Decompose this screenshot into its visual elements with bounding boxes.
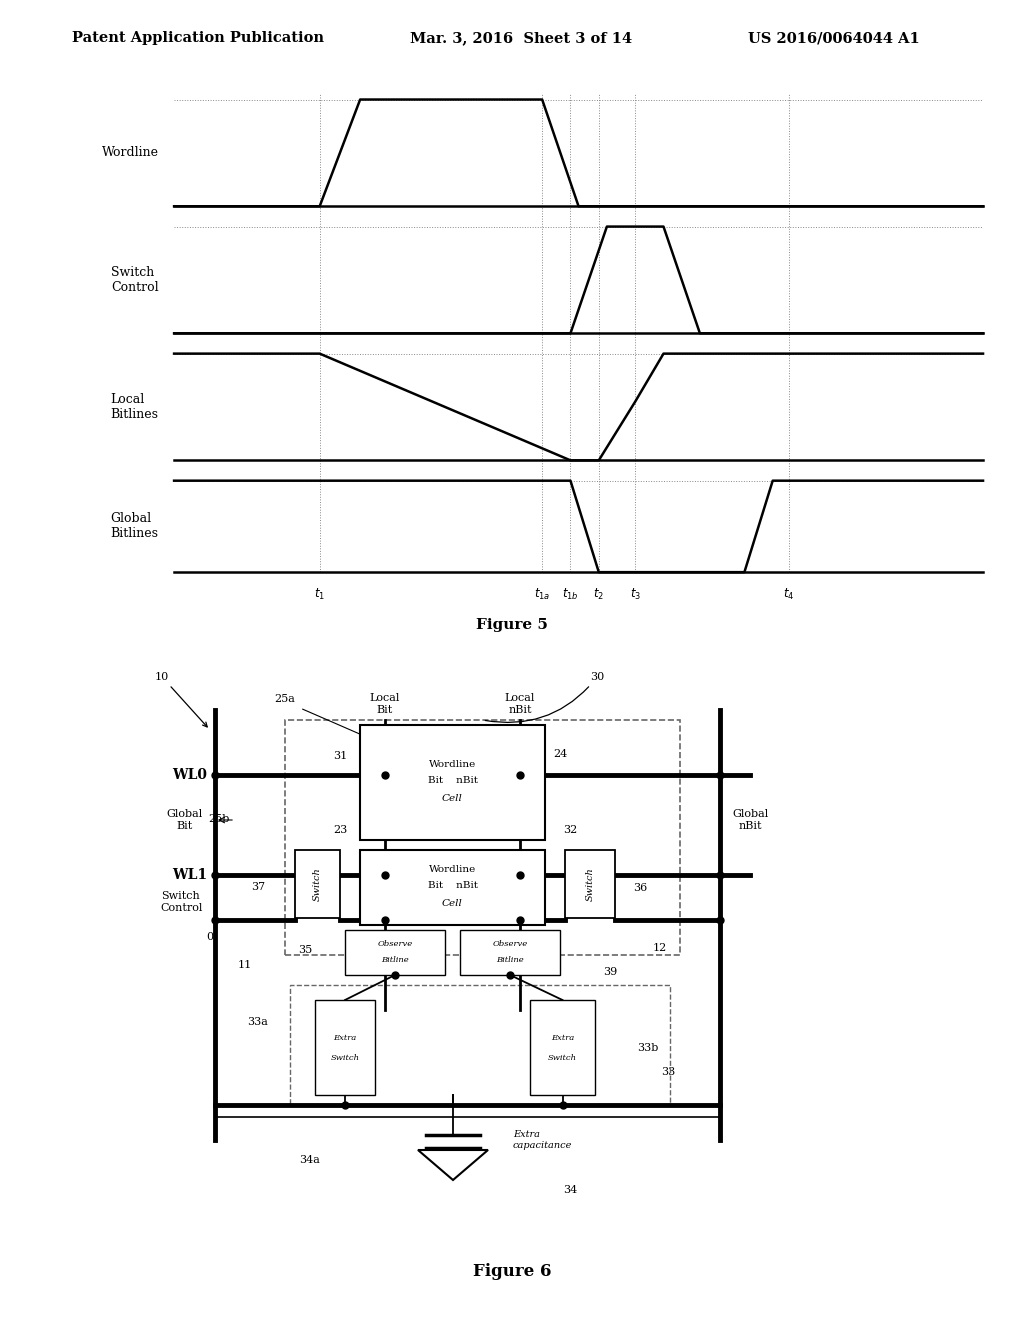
Bar: [460, 931, 560, 975]
Text: Bit    nBit: Bit nBit: [427, 776, 477, 785]
Text: 33a: 33a: [248, 1016, 268, 1027]
Text: Bitline: Bitline: [381, 957, 409, 965]
Text: Bit    nBit: Bit nBit: [427, 880, 477, 890]
Text: Cell: Cell: [442, 899, 463, 908]
Text: Extra: Extra: [551, 1034, 574, 1041]
Text: Global
Bit: Global Bit: [167, 809, 203, 830]
Text: Switch: Switch: [586, 867, 595, 900]
Text: Switch: Switch: [548, 1053, 577, 1061]
Text: 36: 36: [633, 883, 647, 894]
Text: 35: 35: [298, 945, 312, 954]
Text: Extra
capacitance: Extra capacitance: [513, 1130, 572, 1150]
Text: 37: 37: [251, 882, 265, 892]
Text: 11: 11: [238, 960, 252, 970]
Text: 34a: 34a: [300, 1155, 321, 1166]
Bar: [360, 850, 545, 925]
Polygon shape: [418, 1150, 488, 1180]
Bar: [315, 1001, 375, 1096]
Text: Wordline: Wordline: [101, 147, 159, 160]
Text: 34: 34: [563, 1185, 578, 1195]
Text: Switch
Control: Switch Control: [111, 265, 159, 294]
Text: Switch: Switch: [331, 1053, 359, 1061]
Text: 25a: 25a: [274, 694, 296, 704]
Text: 33: 33: [660, 1067, 675, 1077]
Text: $t_{1a}$: $t_{1a}$: [534, 587, 550, 602]
Text: WL1: WL1: [172, 869, 207, 882]
Text: $t_1$: $t_1$: [314, 587, 326, 602]
Text: $t_2$: $t_2$: [593, 587, 604, 602]
Text: Wordline: Wordline: [429, 760, 476, 770]
Text: US 2016/0064044 A1: US 2016/0064044 A1: [748, 32, 920, 45]
Text: 30: 30: [485, 672, 604, 722]
Text: Cell: Cell: [442, 795, 463, 803]
Text: Wordline: Wordline: [429, 865, 476, 874]
Text: Switch: Switch: [313, 867, 322, 900]
Text: Switch
Control: Switch Control: [161, 891, 203, 913]
Text: WL0: WL0: [172, 768, 207, 781]
Text: 24: 24: [553, 748, 567, 759]
Bar: [565, 850, 615, 917]
Text: 0: 0: [207, 932, 214, 942]
Text: Observe: Observe: [378, 940, 413, 949]
Bar: [360, 725, 545, 840]
Text: Mar. 3, 2016  Sheet 3 of 14: Mar. 3, 2016 Sheet 3 of 14: [410, 32, 632, 45]
Text: 23: 23: [333, 825, 347, 836]
Text: 20: 20: [513, 725, 527, 735]
Text: $t_4$: $t_4$: [783, 587, 795, 602]
Text: Local
nBit: Local nBit: [505, 693, 536, 715]
Text: Bitline: Bitline: [496, 957, 524, 965]
Text: $t_{1b}$: $t_{1b}$: [562, 587, 579, 602]
Text: Figure 5: Figure 5: [476, 618, 548, 632]
Text: Global
Bitlines: Global Bitlines: [111, 512, 159, 540]
Bar: [345, 931, 445, 975]
Text: 31: 31: [333, 751, 347, 762]
Text: 25b: 25b: [209, 814, 230, 824]
Text: Global
nBit: Global nBit: [732, 809, 768, 830]
Text: 32: 32: [563, 825, 578, 836]
Text: Figure 6: Figure 6: [473, 1263, 551, 1280]
Text: Extra: Extra: [334, 1034, 356, 1041]
Text: 33b: 33b: [637, 1043, 658, 1053]
Text: Local
Bit: Local Bit: [370, 693, 400, 715]
Text: Local
Bitlines: Local Bitlines: [111, 393, 159, 421]
Text: 10: 10: [155, 672, 207, 727]
Text: 12: 12: [653, 942, 667, 953]
Text: 39: 39: [603, 968, 617, 977]
Text: Patent Application Publication: Patent Application Publication: [72, 32, 324, 45]
Bar: [530, 1001, 595, 1096]
Text: $t_3$: $t_3$: [630, 587, 641, 602]
Text: Observe: Observe: [493, 940, 527, 949]
Bar: [295, 850, 340, 917]
